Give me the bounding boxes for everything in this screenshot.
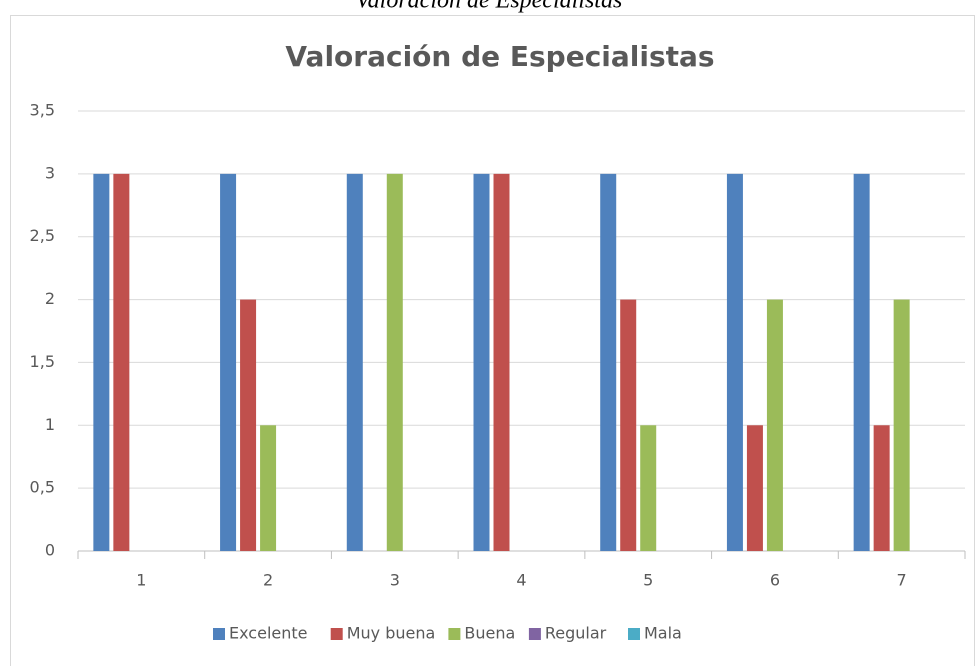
legend-label: Regular: [545, 624, 607, 643]
bar: [220, 173, 237, 551]
x-tick-label: 6: [770, 571, 780, 590]
bar: [386, 173, 403, 551]
y-tick-label: 3: [45, 163, 55, 182]
legend-swatch: [213, 628, 225, 640]
y-tick-label: 0,5: [30, 478, 55, 497]
y-tick-label: 2: [45, 289, 55, 308]
bar: [93, 173, 110, 551]
x-tick-label: 1: [136, 571, 146, 590]
bar: [493, 173, 510, 551]
bar: [726, 173, 743, 551]
y-tick-label: 1: [45, 415, 55, 434]
bar: [873, 425, 890, 551]
legend-swatch: [628, 628, 640, 640]
legend-label: Buena: [464, 624, 515, 643]
y-tick-label: 3,5: [30, 101, 55, 120]
x-tick-label: 5: [643, 571, 653, 590]
bar: [766, 299, 783, 551]
bar: [346, 173, 363, 551]
legend-swatch: [330, 628, 343, 640]
x-tick-label: 3: [390, 571, 400, 590]
bar: [620, 299, 637, 551]
bar: [240, 299, 257, 551]
y-tick-label: 0: [45, 541, 55, 560]
bar: [640, 425, 657, 551]
y-tick-label: 1,5: [30, 352, 55, 371]
bar: [853, 173, 870, 551]
bar: [473, 173, 490, 551]
x-tick-label: 2: [263, 571, 273, 590]
chart-border: [10, 15, 975, 666]
x-tick-label: 4: [516, 571, 526, 590]
bar: [260, 425, 277, 551]
bar: [746, 425, 763, 551]
legend-label: Mala: [644, 624, 682, 643]
chart-title: Valoración de Especialistas: [285, 40, 714, 73]
y-tick-label: 2,5: [30, 226, 55, 245]
legend-label: Excelente: [229, 624, 307, 643]
bar: [893, 299, 910, 551]
x-tick-label: 7: [897, 571, 907, 590]
legend-swatch: [448, 628, 461, 640]
bar: [600, 173, 617, 551]
caption: Valoración de Especialistas: [356, 0, 623, 14]
legend-label: Muy buena: [347, 624, 436, 643]
bar: [113, 173, 130, 551]
legend-swatch: [528, 628, 541, 640]
